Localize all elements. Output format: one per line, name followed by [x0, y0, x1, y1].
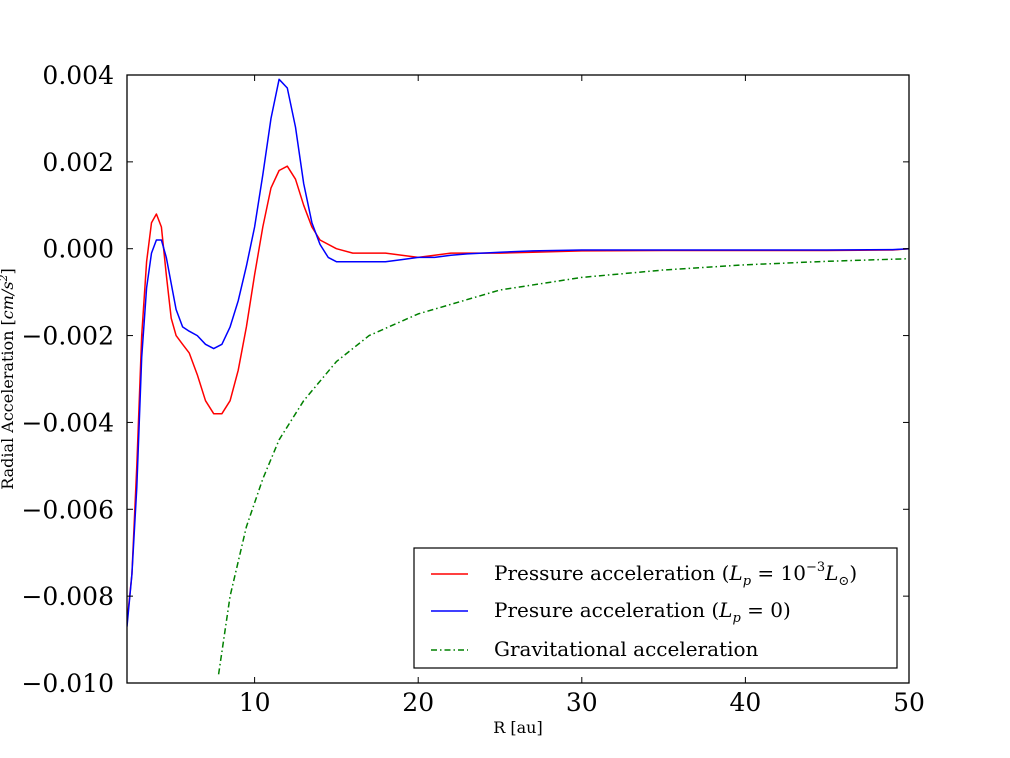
y-tick-label: −0.006 — [21, 495, 114, 524]
y-tick-label: −0.008 — [21, 582, 114, 611]
ticks-layer: 10 20 30 40 50 0.004 0.002 0.000 −0.002 −0.004 −0.… — [21, 61, 924, 717]
plot-frame — [126, 74, 910, 684]
x-tick-label: 30 — [566, 688, 598, 717]
legend: Pressure acceleration (Lp = 10−3L⊙) Pres… — [413, 547, 898, 669]
x-tick-label: 40 — [729, 688, 761, 717]
legend-label-gravitational: Gravitational acceleration — [494, 637, 759, 661]
x-axis-title: R [au] — [493, 718, 542, 737]
x-tick-label: 20 — [402, 688, 434, 717]
x-tick-label: 10 — [239, 688, 271, 717]
x-tick-label: 50 — [893, 688, 925, 717]
series-line-2 — [217, 257, 909, 675]
y-tick-label: 0.004 — [42, 61, 114, 90]
y-tick-label: −0.002 — [21, 322, 114, 351]
y-tick-label: 0.002 — [42, 148, 114, 177]
y-tick-label: 0.000 — [42, 235, 114, 264]
legend-frame — [413, 547, 898, 669]
series-layer — [127, 78, 909, 675]
series-line-1 — [127, 78, 909, 627]
y-tick-label: −0.004 — [21, 408, 114, 437]
legend-label-presure-zero: Presure acceleration (Lp = 0) — [494, 598, 791, 626]
y-tick-label: −0.010 — [21, 669, 114, 698]
legend-label-pressure: Pressure acceleration (Lp = 10−3L⊙) — [494, 560, 857, 589]
y-axis-title: Radial Acceleration [cm/s2] — [0, 268, 17, 490]
